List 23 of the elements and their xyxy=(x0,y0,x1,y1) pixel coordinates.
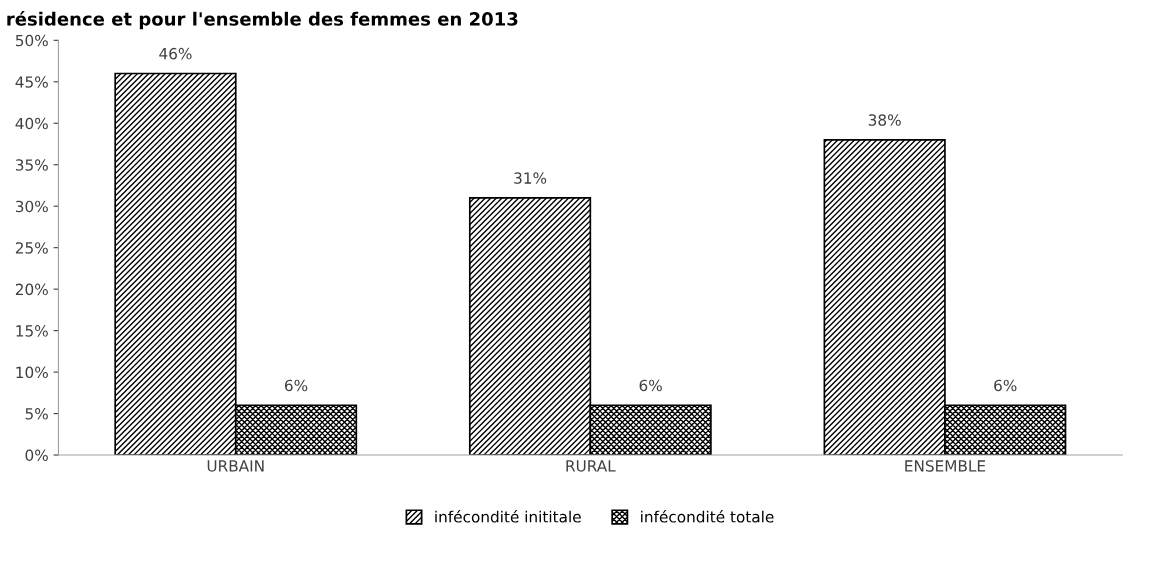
y-tick-label: 45% xyxy=(15,76,48,88)
chart-title: résidence et pour l'ensemble des femmes en 2013 xyxy=(7,11,518,30)
data-label: 31% xyxy=(514,172,547,184)
data-label: 6% xyxy=(639,379,662,392)
data-label: 38% xyxy=(868,114,901,126)
y-tick-label: 35% xyxy=(15,159,48,171)
x-tick-label: ENSEMBLE xyxy=(905,460,986,472)
y-tick-label: 20% xyxy=(15,283,48,296)
y-tick-label: 10% xyxy=(16,366,48,379)
data-label: 6% xyxy=(994,379,1017,392)
y-tick-label: 50% xyxy=(15,34,48,47)
y-tick-label: 30% xyxy=(15,200,48,213)
y-tick-label: 5% xyxy=(25,408,48,420)
y-tick-label: 0% xyxy=(25,449,48,462)
legend-label: infécondité inititale xyxy=(435,510,581,523)
y-tick-label: 25% xyxy=(15,242,48,254)
data-label: 6% xyxy=(284,379,308,392)
data-label: 46% xyxy=(159,47,192,60)
y-tick-label: 15% xyxy=(16,325,48,337)
y-tick-label: 40% xyxy=(15,117,48,130)
x-tick-label: RURAL xyxy=(566,460,616,472)
legend-label: infécondité totale xyxy=(641,510,774,523)
x-tick-label: URBAIN xyxy=(207,460,264,472)
